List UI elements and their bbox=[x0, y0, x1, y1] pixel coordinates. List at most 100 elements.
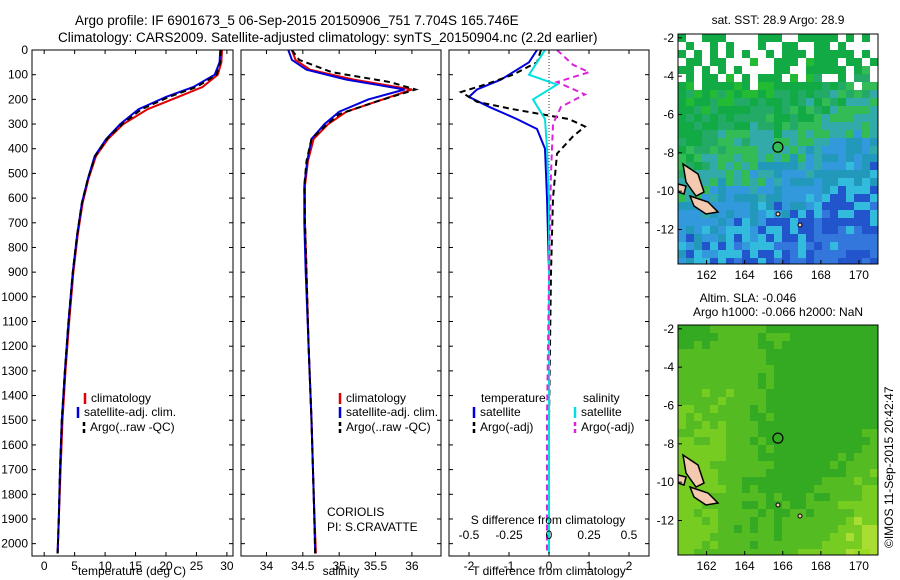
sst-map-cell bbox=[694, 130, 702, 138]
sla-map-cell bbox=[870, 541, 878, 549]
sla-map-cell bbox=[838, 517, 846, 525]
sla-map-cell bbox=[790, 405, 798, 413]
sla-map-cell bbox=[830, 373, 838, 381]
temperature-xtick-label: 0 bbox=[41, 559, 48, 573]
sla-map-cell bbox=[758, 453, 766, 461]
sst-map-cell bbox=[702, 186, 710, 194]
sla-map-cell bbox=[814, 517, 822, 525]
sla-map-cell bbox=[814, 549, 822, 555]
sla-map-cell bbox=[774, 349, 782, 357]
sst-map-cell bbox=[814, 114, 822, 122]
sst-map-cell bbox=[854, 50, 862, 58]
sla-map-cell bbox=[718, 501, 726, 509]
sst-map-cell bbox=[870, 242, 878, 250]
sst-map-cell bbox=[694, 218, 702, 226]
sst-map-cell bbox=[822, 130, 830, 138]
sst-map-cell bbox=[838, 34, 846, 42]
temperature-xtick-label: 25 bbox=[190, 559, 204, 573]
sla-map-cell bbox=[798, 381, 806, 389]
sla-map-cell bbox=[790, 501, 798, 509]
sla-map-cell bbox=[726, 453, 734, 461]
sla-map-cell bbox=[830, 461, 838, 469]
sla-map-cell bbox=[838, 429, 846, 437]
sst-map-cell bbox=[814, 258, 822, 264]
sla-map-cell bbox=[814, 357, 822, 365]
sst-map-ytick-label: -8 bbox=[663, 146, 674, 160]
sst-map-cell bbox=[742, 130, 750, 138]
sla-map-cell bbox=[782, 477, 790, 485]
sla-map-cell bbox=[734, 445, 742, 453]
difference-xlabel: T difference from climatology bbox=[472, 564, 626, 578]
sst-map-cell bbox=[678, 122, 686, 130]
sla-map-cell bbox=[862, 533, 870, 541]
sst-map-cell bbox=[862, 130, 870, 138]
sla-map-cell bbox=[846, 365, 854, 373]
sst-map-cell bbox=[806, 210, 814, 218]
sla-map-cell bbox=[814, 453, 822, 461]
sst-map-cell bbox=[702, 234, 710, 242]
sst-map-cell bbox=[758, 98, 766, 106]
difference-line-salinity-satellite bbox=[527, 50, 560, 554]
sla-map-cell bbox=[710, 421, 718, 429]
sla-map-cell bbox=[814, 493, 822, 501]
sst-map-cell bbox=[782, 218, 790, 226]
sst-map-cell bbox=[702, 170, 710, 178]
sla-map-cell bbox=[678, 461, 686, 469]
sla-map-cell bbox=[854, 421, 862, 429]
sla-map-cell bbox=[726, 405, 734, 413]
sst-map-cell bbox=[822, 66, 830, 74]
sst-map-cell bbox=[798, 34, 806, 42]
sst-map-cell bbox=[846, 114, 854, 122]
sst-map-cell bbox=[870, 42, 878, 50]
sst-map-cell bbox=[694, 138, 702, 146]
sla-map-cell bbox=[694, 413, 702, 421]
sla-map-cell bbox=[742, 421, 750, 429]
sst-map-cell bbox=[694, 50, 702, 58]
island-shape bbox=[797, 222, 803, 228]
sla-map-cell bbox=[702, 517, 710, 525]
sst-map-cell bbox=[830, 50, 838, 58]
sla-map-cell bbox=[830, 517, 838, 525]
sst-map-ytick-label: -10 bbox=[657, 184, 675, 198]
sla-map-cell bbox=[862, 501, 870, 509]
sst-map-cell bbox=[758, 146, 766, 154]
sla-map-cell bbox=[718, 541, 726, 549]
sla-map-cell bbox=[702, 469, 710, 477]
sst-map-cell bbox=[742, 178, 750, 186]
sst-map-image bbox=[678, 34, 878, 264]
sst-map-cell bbox=[734, 58, 742, 66]
sla-map-cell bbox=[750, 445, 758, 453]
sst-map-cell bbox=[862, 162, 870, 170]
sla-map-cell bbox=[814, 333, 822, 341]
sla-map-cell bbox=[750, 517, 758, 525]
sla-map-cell bbox=[686, 477, 694, 485]
sla-map-cell bbox=[758, 469, 766, 477]
sst-map-cell bbox=[830, 202, 838, 210]
sst-map-cell bbox=[718, 202, 726, 210]
sla-map-cell bbox=[862, 493, 870, 501]
sst-map-cell bbox=[862, 50, 870, 58]
sst-map-cell bbox=[814, 194, 822, 202]
sst-map-cell bbox=[718, 186, 726, 194]
sst-map-cell bbox=[742, 114, 750, 122]
sst-map-cell bbox=[750, 50, 758, 58]
sla-map-cell bbox=[750, 501, 758, 509]
sst-map-cell bbox=[758, 130, 766, 138]
sst-map-cell bbox=[726, 98, 734, 106]
sst-map-cell bbox=[694, 82, 702, 90]
sst-map-cell bbox=[846, 66, 854, 74]
sst-map-cell bbox=[854, 154, 862, 162]
sla-map-cell bbox=[734, 525, 742, 533]
sla-map-cell bbox=[870, 469, 878, 477]
sla-map-cell bbox=[782, 365, 790, 373]
sla-map-cell bbox=[702, 341, 710, 349]
sla-map-cell bbox=[726, 381, 734, 389]
sst-map-cell bbox=[862, 34, 870, 42]
sla-map-cell bbox=[838, 525, 846, 533]
sla-map-cell bbox=[854, 325, 862, 333]
sst-map-cell bbox=[830, 66, 838, 74]
sst-map-cell bbox=[702, 226, 710, 234]
difference-xtick-label: 0 bbox=[546, 559, 553, 573]
sla-map-cell bbox=[774, 541, 782, 549]
sst-map-cell bbox=[718, 170, 726, 178]
